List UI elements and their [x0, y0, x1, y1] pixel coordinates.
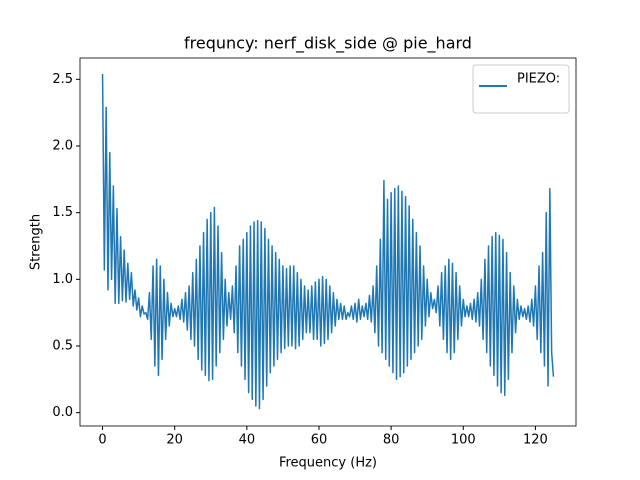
y-tick-label: 1.5 [52, 205, 73, 220]
y-tick-label: 2.5 [52, 72, 73, 87]
x-tick-label: 100 [451, 433, 476, 448]
x-tick-label: 20 [166, 433, 183, 448]
x-axis-label: Frequency (Hz) [279, 456, 377, 471]
axes-frame [79, 57, 577, 427]
y-axis-label: Strength [29, 214, 44, 270]
y-tick-label: 0.5 [52, 339, 73, 354]
x-tick-label: 40 [239, 433, 256, 448]
x-tick-label: 0 [98, 433, 106, 448]
x-tick-label: 120 [523, 433, 548, 448]
chart-title: frequncy: nerf_disk_side @ pie_hard [184, 34, 472, 54]
x-tick-label: 80 [383, 433, 400, 448]
legend-label: PIEZO: [517, 72, 560, 87]
y-tick-label: 0.0 [52, 405, 73, 420]
y-tick-label: 1.0 [52, 272, 73, 287]
legend-box [472, 64, 570, 114]
x-tick-label: 60 [311, 433, 328, 448]
y-tick-label: 2.0 [52, 139, 73, 154]
line-series [101, 73, 555, 410]
